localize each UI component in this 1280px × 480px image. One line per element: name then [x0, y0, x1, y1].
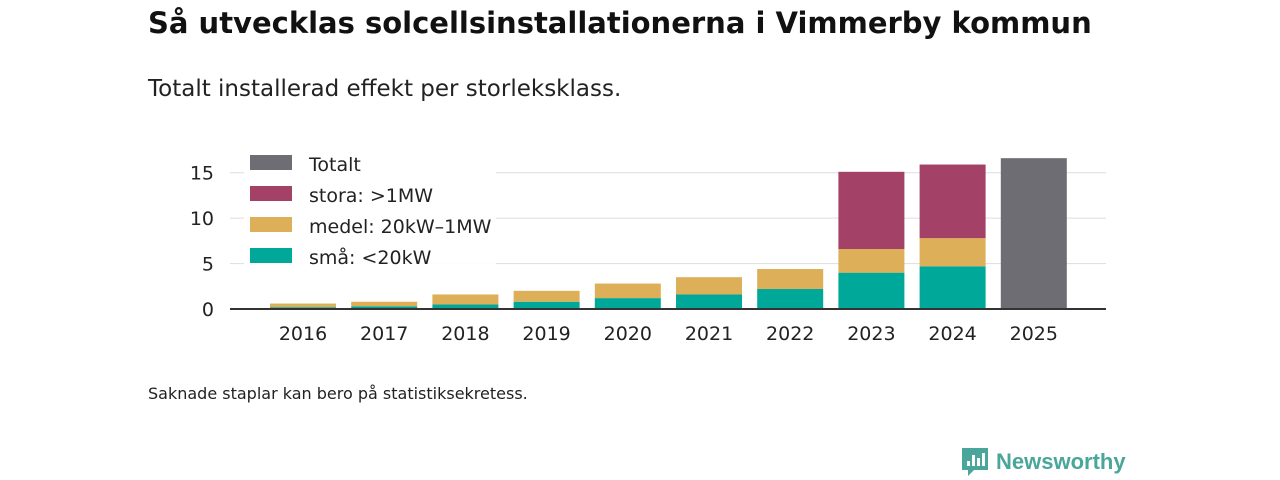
y-tick-label: 0: [202, 299, 214, 321]
x-tick-label: 2017: [360, 323, 408, 345]
bar-2016-medel: [270, 303, 336, 308]
x-tick-label: 2019: [522, 323, 570, 345]
x-tick-label: 2018: [441, 323, 489, 345]
bar-2021-små: [676, 294, 742, 309]
bar-2024-små: [919, 266, 986, 309]
brand-logo: Newsworthy: [960, 446, 1126, 478]
bar-chart: 0 5 10 15 2016 2017 2018 2019 2020 2021 2022 2023 20…: [189, 154, 1106, 345]
chart-title: Så utvecklas solcellsinstallationerna i …: [148, 6, 1092, 40]
bar-2023-små: [838, 272, 905, 309]
legend-swatch: [250, 186, 292, 201]
bar-2025-totalt: [1000, 158, 1067, 309]
x-tick-label: 2022: [766, 323, 814, 345]
legend-swatch: [250, 217, 292, 232]
legend-label: Totalt: [308, 154, 361, 176]
legend-swatch: [250, 248, 292, 263]
legend-label: medel: 20kW–1MW: [309, 216, 492, 238]
newsworthy-logo-icon: [962, 448, 988, 476]
footnote: Saknade staplar kan bero på statistiksek…: [148, 384, 528, 403]
bar-2022-små: [757, 289, 824, 309]
bar-2023-stora: [838, 171, 905, 250]
legend-label: små: <20kW: [309, 246, 432, 269]
bar-2018-små: [432, 304, 499, 309]
legend-label: stora: >1MW: [309, 185, 433, 207]
bar-2022-medel: [757, 269, 824, 290]
brand-name: Newsworthy: [996, 449, 1126, 474]
legend-swatch: [250, 155, 292, 170]
bar-2024-medel: [919, 238, 986, 267]
bar-2021-medel: [676, 277, 742, 295]
x-tick-label: 2016: [279, 323, 327, 345]
y-tick-label: 15: [190, 163, 214, 185]
x-tick-label: 2021: [685, 323, 733, 345]
chart-subtitle: Totalt installerad effekt per storlekskl…: [148, 76, 622, 102]
bar-2024-stora: [919, 164, 986, 239]
bar-2018-medel: [432, 294, 499, 305]
y-tick-label: 10: [190, 208, 214, 230]
bar-2017-små: [351, 306, 418, 309]
bar-2020-medel: [594, 283, 661, 299]
bar-2017-medel: [351, 301, 418, 307]
x-tick-label: 2023: [847, 323, 895, 345]
bar-2019-små: [513, 301, 580, 309]
y-tick-label: 5: [202, 254, 214, 276]
bar-2023-medel: [838, 249, 905, 273]
bar-2019-medel: [513, 290, 580, 302]
x-tick-label: 2024: [928, 323, 976, 345]
x-tick-label: 2020: [604, 323, 652, 345]
bar-2020-små: [594, 298, 661, 309]
x-tick-label: 2025: [1010, 323, 1058, 345]
